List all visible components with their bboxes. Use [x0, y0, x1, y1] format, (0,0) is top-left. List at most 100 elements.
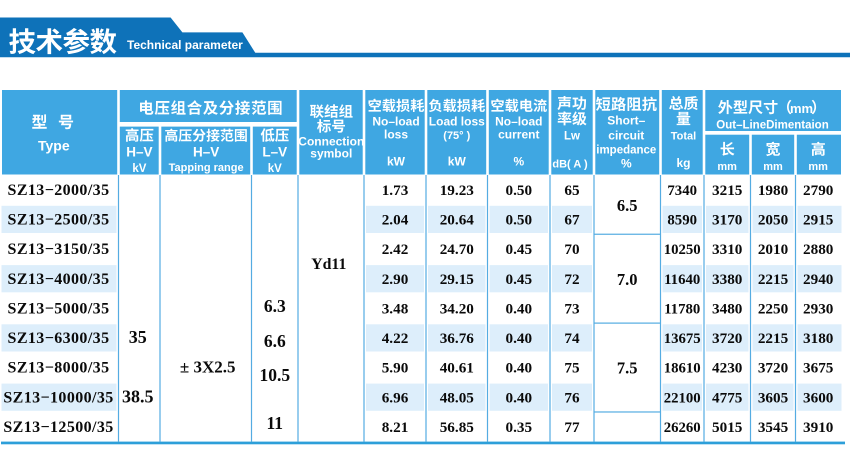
svg-text:2940: 2940	[803, 271, 834, 288]
svg-text:%: %	[513, 154, 524, 168]
svg-text:11780: 11780	[664, 301, 700, 317]
svg-text:3600: 3600	[803, 389, 834, 406]
svg-text:56.85: 56.85	[440, 419, 475, 436]
svg-text:3170: 3170	[712, 212, 743, 229]
svg-text:2.90: 2.90	[382, 271, 409, 288]
svg-text:SZ13−4000/35: SZ13−4000/35	[8, 271, 110, 288]
svg-text:kW: kW	[448, 154, 467, 168]
svg-text:11: 11	[267, 413, 284, 433]
svg-text:0.40: 0.40	[506, 330, 533, 347]
svg-text:2010: 2010	[758, 241, 789, 258]
svg-text:76: 76	[564, 389, 580, 406]
svg-text:impedance: impedance	[596, 144, 656, 156]
svg-text:0.45: 0.45	[506, 241, 533, 258]
svg-text:0.35: 0.35	[506, 419, 533, 436]
svg-text:7340: 7340	[667, 183, 697, 199]
svg-text:3675: 3675	[803, 360, 834, 377]
svg-text:kg: kg	[676, 156, 690, 170]
svg-text:26260: 26260	[664, 420, 701, 436]
svg-text:73: 73	[564, 300, 580, 317]
svg-text:19.23: 19.23	[440, 182, 475, 199]
svg-text:10250: 10250	[664, 242, 701, 258]
svg-text:3480: 3480	[712, 300, 743, 317]
svg-text:4230: 4230	[712, 360, 743, 377]
svg-text:77: 77	[564, 419, 580, 436]
svg-text:3545: 3545	[758, 419, 789, 436]
svg-text:1.73: 1.73	[382, 182, 409, 199]
svg-text:dB( A ): dB( A )	[552, 159, 588, 171]
svg-text:1980: 1980	[758, 182, 789, 199]
svg-text:Type: Type	[38, 138, 70, 154]
svg-text:Connection: Connection	[298, 135, 364, 149]
svg-text:SZ13−6300/35: SZ13−6300/35	[8, 330, 110, 347]
svg-text:3910: 3910	[803, 419, 834, 436]
svg-text:24.70: 24.70	[440, 241, 475, 258]
svg-text:40.61: 40.61	[440, 360, 474, 377]
svg-text:SZ13−3150/35: SZ13−3150/35	[8, 241, 110, 258]
svg-text:SZ13−2000/35: SZ13−2000/35	[8, 182, 110, 199]
svg-text:mm: mm	[763, 161, 783, 173]
svg-text:8590: 8590	[667, 213, 697, 229]
svg-text:5.90: 5.90	[382, 360, 409, 377]
svg-text:SZ13−2500/35: SZ13−2500/35	[8, 212, 110, 229]
svg-text:Short–: Short–	[607, 114, 645, 128]
svg-text:loss: loss	[384, 128, 408, 142]
svg-text:± 3X2.5: ± 3X2.5	[180, 358, 236, 377]
svg-text:0.50: 0.50	[506, 212, 533, 229]
svg-text:2930: 2930	[803, 300, 834, 317]
svg-text:kV: kV	[268, 163, 282, 175]
svg-text:SZ13−10000/35: SZ13−10000/35	[3, 389, 113, 406]
svg-text:6.6: 6.6	[264, 331, 286, 351]
svg-text:3720: 3720	[712, 330, 743, 347]
svg-text:22100: 22100	[664, 390, 701, 406]
svg-text:L–V: L–V	[262, 145, 287, 160]
svg-text:No–load: No–load	[372, 115, 419, 129]
svg-text:34.20: 34.20	[440, 300, 475, 317]
svg-text:74: 74	[564, 330, 580, 347]
svg-text:0.50: 0.50	[506, 182, 533, 199]
svg-text:H–V: H–V	[193, 145, 219, 160]
svg-text:2.04: 2.04	[382, 212, 409, 229]
svg-text:3215: 3215	[712, 182, 743, 199]
svg-text:2880: 2880	[803, 241, 834, 258]
svg-text:7.0: 7.0	[617, 270, 638, 289]
svg-text:current: current	[498, 128, 539, 142]
svg-text:35: 35	[129, 327, 147, 347]
svg-text:36.76: 36.76	[440, 330, 475, 347]
svg-text:65: 65	[564, 182, 580, 199]
svg-text:No–load: No–load	[495, 115, 542, 129]
svg-text:0.40: 0.40	[506, 389, 533, 406]
svg-text:5015: 5015	[712, 419, 743, 436]
svg-text:4775: 4775	[712, 389, 743, 406]
svg-text:mm: mm	[717, 161, 737, 173]
svg-text:6.96: 6.96	[382, 389, 409, 406]
svg-text:3720: 3720	[758, 360, 789, 377]
svg-text:3380: 3380	[712, 271, 743, 288]
svg-text:(75° ): (75° )	[443, 130, 470, 142]
svg-text:SZ13−12500/35: SZ13−12500/35	[3, 419, 113, 436]
svg-text:0.45: 0.45	[506, 271, 533, 288]
svg-text:Total: Total	[671, 131, 696, 143]
svg-text:70: 70	[564, 241, 580, 258]
svg-text:SZ13−8000/35: SZ13−8000/35	[8, 360, 110, 377]
svg-text:2050: 2050	[758, 212, 789, 229]
svg-text:kW: kW	[387, 154, 406, 168]
svg-text:%: %	[621, 157, 632, 171]
svg-text:0.40: 0.40	[506, 300, 533, 317]
svg-text:72: 72	[564, 271, 579, 288]
svg-text:11640: 11640	[664, 272, 700, 288]
svg-text:10.5: 10.5	[259, 365, 290, 385]
svg-text:8.21: 8.21	[382, 419, 409, 436]
svg-text:3605: 3605	[758, 389, 789, 406]
svg-text:48.05: 48.05	[440, 389, 475, 406]
svg-text:7.5: 7.5	[617, 358, 638, 377]
svg-text:3.48: 3.48	[382, 300, 409, 317]
svg-text:13675: 13675	[664, 331, 701, 347]
svg-text:Load loss: Load loss	[429, 115, 485, 129]
svg-text:Lw: Lw	[564, 131, 580, 143]
svg-text:Yd11: Yd11	[311, 256, 346, 273]
svg-text:mm: mm	[790, 101, 813, 116]
svg-text:Technical parameter: Technical parameter	[127, 38, 243, 52]
svg-text:75: 75	[564, 360, 580, 377]
svg-text:3310: 3310	[712, 241, 743, 258]
